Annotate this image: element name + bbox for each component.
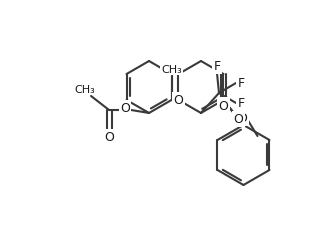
Text: F: F <box>238 77 245 90</box>
Text: O: O <box>234 113 243 126</box>
Text: O: O <box>238 112 247 125</box>
Text: O: O <box>219 99 229 112</box>
Text: F: F <box>238 97 245 110</box>
Text: O: O <box>174 94 183 107</box>
Text: CH₃: CH₃ <box>75 85 95 94</box>
Text: F: F <box>213 60 221 73</box>
Text: O: O <box>104 131 114 144</box>
Text: CH₃: CH₃ <box>161 65 182 75</box>
Text: O: O <box>120 102 130 115</box>
